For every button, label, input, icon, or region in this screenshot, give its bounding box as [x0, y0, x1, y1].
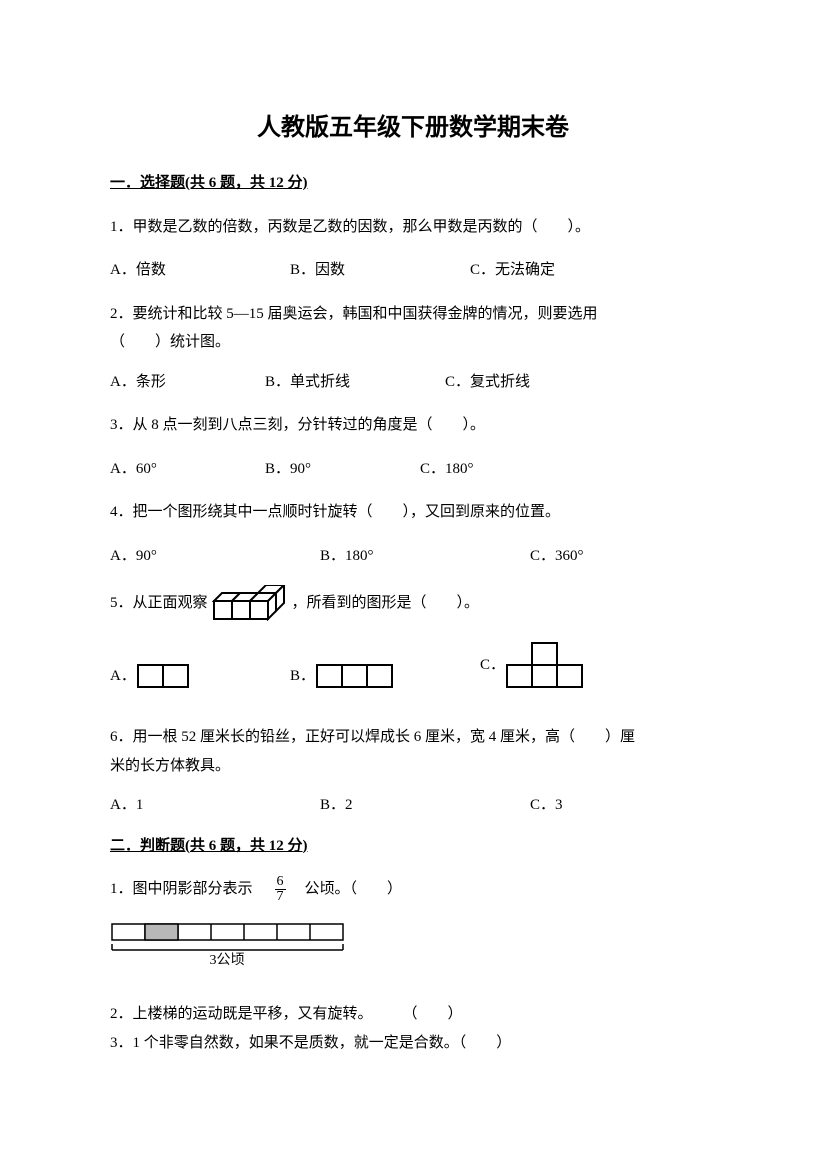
fraction-icon: 6 7 — [275, 875, 286, 904]
q6-optC: C．3 — [530, 794, 563, 817]
q3-options: A．60° B．90° C．180° — [110, 458, 716, 481]
s2-q1-prefix: 1．图中阴影部分表示 — [110, 875, 253, 904]
q2-line1: 2．要统计和比较 5—15 届奥运会，韩国和中国获得金牌的情况，则要选用 — [110, 306, 598, 322]
section-2-head: 二．判断题(共 6 题，共 12 分) — [110, 835, 716, 858]
s2-q1-suffix: 公顷。（ ） — [290, 875, 403, 904]
q2-optA: A．条形 — [110, 371, 265, 394]
q4-options: A．90° B．180° C．360° — [110, 545, 716, 568]
two-square-icon — [136, 663, 192, 689]
q3-text: 3．从 8 点一刻到八点三刻，分针转过的角度是（ ）。 — [110, 411, 716, 440]
q3-optC: C．180° — [420, 458, 474, 481]
q5-suffix: ，所看到的图形是（ ）。 — [292, 592, 480, 615]
q1-optC: C．无法确定 — [470, 259, 555, 282]
q4-text: 4．把一个图形绕其中一点顺时针旋转（ ），又回到原来的位置。 — [110, 498, 716, 527]
section-1-head: 一．选择题(共 6 题，共 12 分) — [110, 172, 716, 195]
q2-optC: C．复式折线 — [445, 371, 530, 394]
q6-line1: 6．用一根 52 厘米长的铅丝，正好可以焊成长 6 厘米，宽 4 厘米，高（ ）… — [110, 729, 635, 745]
q5-text: 5．从正面观察 ，所看到的图形是（ ）。 — [110, 585, 716, 621]
q1-optA: A．倍数 — [110, 259, 290, 282]
q6-line2: 米的长方体教具。 — [110, 758, 230, 774]
cube-3d-icon — [212, 585, 288, 621]
q5-optB: B． — [290, 663, 480, 689]
q5-optC: C． — [480, 641, 585, 689]
s2-q1: 1．图中阴影部分表示 6 7 公顷。（ ） — [110, 875, 716, 904]
q4-optC: C．360° — [530, 545, 584, 568]
q2-text: 2．要统计和比较 5—15 届奥运会，韩国和中国获得金牌的情况，则要选用 （ ）… — [110, 300, 716, 357]
q1-text: 1．甲数是乙数的倍数，丙数是乙数的因数，那么甲数是丙数的（ ）。 — [110, 213, 716, 242]
q1-options: A．倍数 B．因数 C．无法确定 — [110, 259, 716, 282]
q2-line2: （ ）统计图。 — [110, 334, 230, 350]
q5-prefix: 5．从正面观察 — [110, 592, 208, 615]
q1-optB: B．因数 — [290, 259, 470, 282]
q3-optA: A．60° — [110, 458, 265, 481]
ruler-diagram: 3公顷 — [110, 922, 716, 966]
q6-text: 6．用一根 52 厘米长的铅丝，正好可以焊成长 6 厘米，宽 4 厘米，高（ ）… — [110, 723, 716, 780]
page-title: 人教版五年级下册数学期末卷 — [110, 110, 716, 146]
q2-optB: B．单式折线 — [265, 371, 445, 394]
ruler-label: 3公顷 — [210, 952, 245, 966]
q6-options: A．1 B．2 C．3 — [110, 794, 716, 817]
q5-options: A． B． C． — [110, 641, 716, 689]
q3-optB: B．90° — [265, 458, 420, 481]
q2-options: A．条形 B．单式折线 C．复式折线 — [110, 371, 716, 394]
t-shape-icon — [505, 641, 585, 689]
q5-optA: A． — [110, 663, 290, 689]
q6-optB: B．2 — [320, 794, 530, 817]
three-square-icon — [315, 663, 395, 689]
s2-q2: 2．上楼梯的运动既是平移，又有旋转。 （ ） — [110, 1000, 716, 1029]
q4-optB: B．180° — [320, 545, 530, 568]
q4-optA: A．90° — [110, 545, 320, 568]
s2-q3: 3．1 个非零自然数，如果不是质数，就一定是合数。（ ） — [110, 1029, 716, 1058]
q6-optA: A．1 — [110, 794, 320, 817]
